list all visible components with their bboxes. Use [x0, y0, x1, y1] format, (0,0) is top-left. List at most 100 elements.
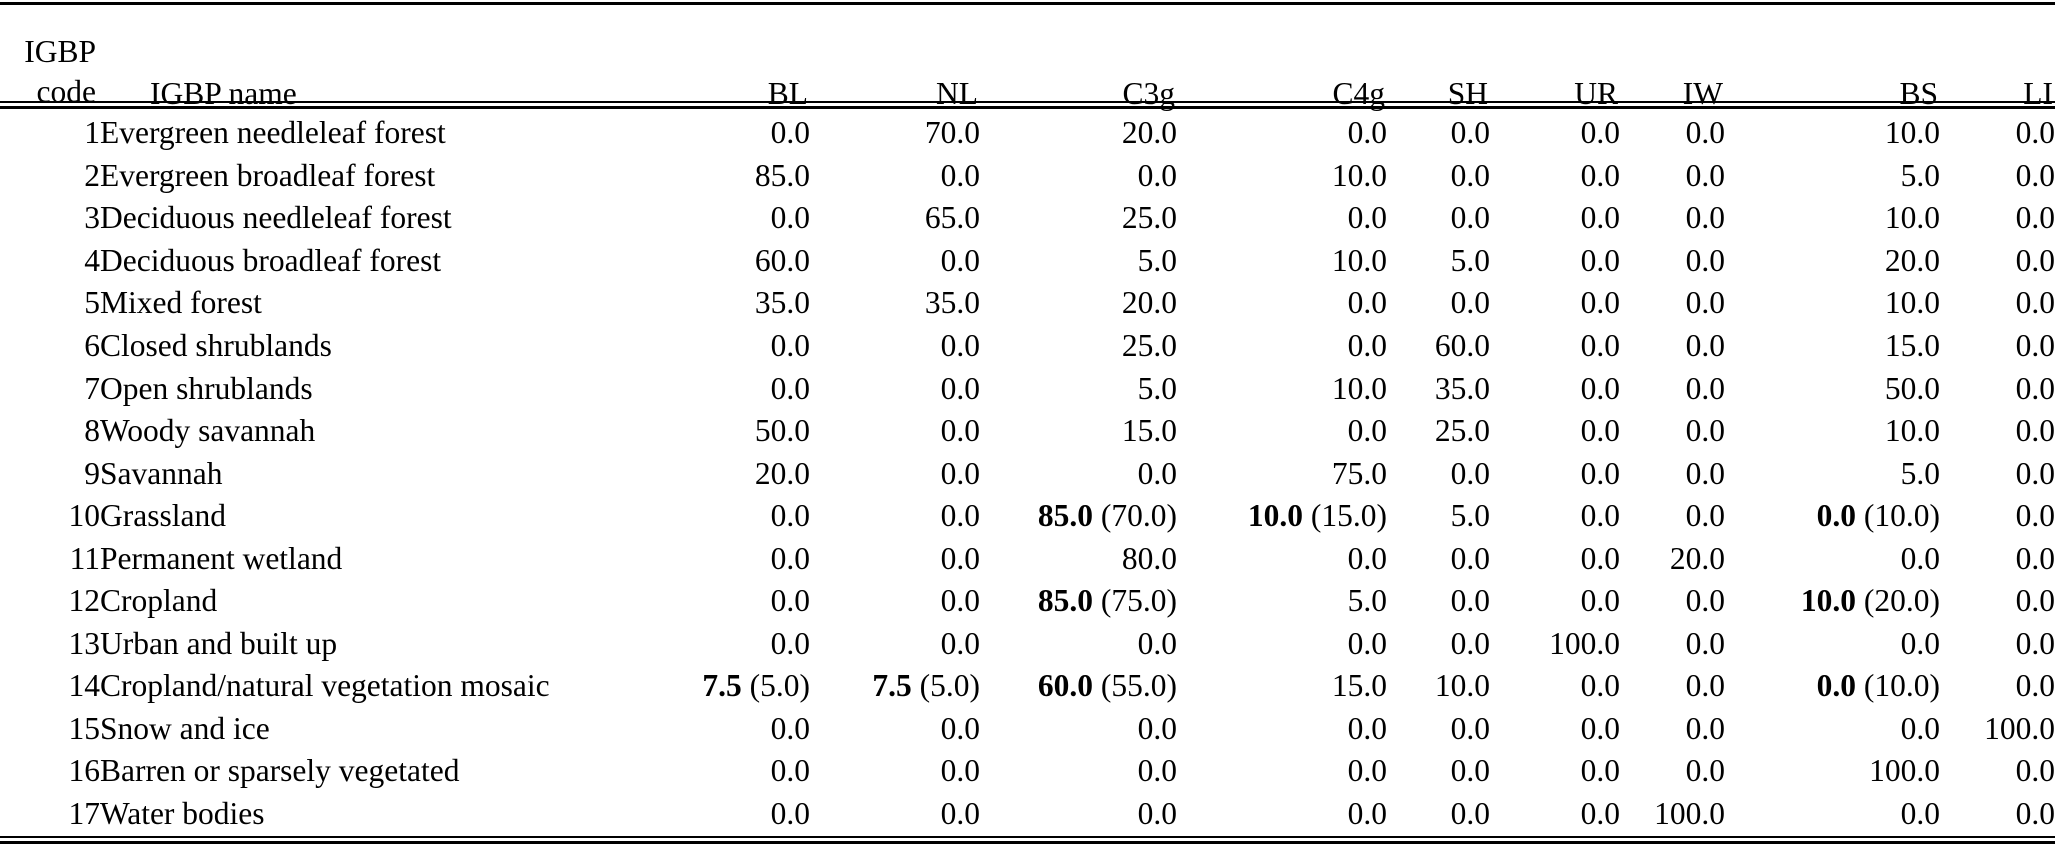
cell-nl-value: 0.0 — [940, 242, 980, 278]
cell-li-value: 0.0 — [2015, 328, 2055, 363]
cell-iw-value: 0.0 — [1685, 115, 1725, 151]
cell-main-value: 7.5 — [872, 668, 912, 704]
column-header-igbp-code: IGBP code — [0, 0, 100, 112]
cell-sh-value: 0.0 — [1450, 157, 1490, 193]
cell-c3g-value: 0.0 — [1137, 157, 1177, 193]
cell-igbp-name: Closed shrublands — [100, 328, 332, 363]
cell-li-value: 0.0 — [2015, 157, 2055, 193]
cell-c3g-value: 0.0 — [1137, 796, 1177, 832]
column-header-igbp-name: IGBP name — [150, 76, 297, 111]
cell-ur-value: 0.0 — [1580, 796, 1620, 832]
cell-bl-value: 20.0 — [754, 455, 810, 491]
cell-li-value: 0.0 — [2015, 498, 2055, 534]
cell-igbp-name: Open shrublands — [100, 370, 313, 406]
cell-sh-value: 0.0 — [1450, 583, 1490, 619]
column-header-c3g: C3g — [1122, 76, 1175, 111]
cell-igbp-name: Cropland/natural vegetation mosaic — [100, 668, 550, 704]
cell-c4g-value: 0.0 — [1347, 710, 1387, 746]
table-row: 1 Evergreen needleleaf forest 0.0 70.0 20.0 0… — [0, 112, 2055, 155]
cell-igbp-code: 9 — [84, 455, 100, 491]
cell-nl-value: 0.0 — [940, 710, 980, 746]
cell-li-value: 0.0 — [2015, 413, 2055, 449]
cell-iw-value: 0.0 — [1685, 753, 1725, 789]
cell-main-value: 85.0 — [1037, 498, 1094, 534]
cell-nl-value: 0.0 — [940, 455, 980, 491]
cell-bl-value: 0.0 — [770, 370, 810, 406]
table-row: 10 Grassland 0.0 0.0 85.0 (70.0) 10.0 (15.0) 5… — [0, 495, 2055, 538]
cell-bs-value: 10.0 — [1884, 413, 1940, 449]
cell-iw-value: 0.0 — [1685, 370, 1725, 406]
cell-c3g-value: 15.0 — [1121, 413, 1177, 449]
cell-bs-value: 100.0 — [1869, 753, 1940, 789]
cell-main-value: 10.0 — [1247, 498, 1304, 534]
cell-nl-value: 0.0 — [940, 413, 980, 449]
cell-ur-value: 0.0 — [1580, 115, 1620, 151]
cell-li-value: 0.0 — [2015, 115, 2055, 151]
cell-igbp-name: Woody savannah — [100, 413, 316, 449]
cell-igbp-code: 11 — [69, 540, 100, 576]
cell-nl-value: 65.0 — [924, 200, 980, 236]
cell-ur-value: 0.0 — [1580, 200, 1620, 236]
cell-bs-value: 10.0 (20.0) — [1725, 580, 1940, 623]
cell-c3g-value: 5.0 — [1137, 370, 1177, 406]
cell-iw-value: 0.0 — [1685, 668, 1725, 704]
cell-c3g-value: 0.0 — [1137, 710, 1177, 746]
table-row: 3 Deciduous needleleaf forest 0.0 65.0 25.0 0… — [0, 197, 2055, 240]
cell-igbp-code: 5 — [84, 285, 100, 321]
cell-iw-value: 0.0 — [1685, 625, 1725, 661]
cell-li-value: 100.0 — [1984, 710, 2055, 746]
cell-c4g-value: 0.0 — [1347, 796, 1387, 832]
cell-c4g-value: 75.0 — [1331, 455, 1387, 491]
cell-bl-value: 0.0 — [770, 710, 810, 746]
table-body: 1 Evergreen needleleaf forest 0.0 70.0 20.0 0… — [0, 112, 2055, 835]
cell-paren-value: (20.0) — [1856, 583, 1940, 619]
cell-bs-value: 10.0 — [1884, 200, 1940, 236]
cell-c4g-value: 0.0 — [1347, 413, 1387, 449]
cell-c3g-value: 20.0 — [1121, 115, 1177, 151]
column-header-bs: BS — [1899, 76, 1938, 111]
cell-ur-value: 0.0 — [1580, 583, 1620, 619]
cell-igbp-code: 14 — [68, 668, 101, 704]
cell-c3g-value: 0.0 — [1137, 753, 1177, 789]
cell-sh-value: 0.0 — [1450, 285, 1490, 321]
cell-paren-value: (75.0) — [1093, 583, 1177, 619]
cell-bs-value: 0.0 — [1900, 710, 1940, 746]
cell-igbp-code: 17 — [68, 796, 101, 832]
cell-nl-value: 0.0 — [940, 328, 980, 363]
cell-bl-value: 85.0 — [754, 157, 810, 193]
cell-nl-value: 0.0 — [940, 583, 980, 619]
cell-sh-value: 25.0 — [1434, 413, 1490, 449]
table-row: 12 Cropland 0.0 0.0 85.0 (75.0) 5.0 0.0 0.0 0.0 1… — [0, 580, 2055, 623]
cell-li-value: 0.0 — [2015, 242, 2055, 278]
header-row: IGBP code IGBP name BL NL C3g C4g SH UR … — [0, 0, 2055, 112]
header-igbp-code-line2: code — [36, 74, 96, 109]
cell-ur-value: 0.0 — [1580, 285, 1620, 321]
cell-li-value: 0.0 — [2015, 583, 2055, 619]
cell-bl-value: 0.0 — [770, 115, 810, 151]
cell-iw-value: 0.0 — [1685, 455, 1725, 491]
cell-paren-value: (5.0) — [911, 668, 980, 704]
cell-nl-value: 0.0 — [940, 370, 980, 406]
cell-li-value: 0.0 — [2015, 796, 2055, 832]
cell-bl-value: 0.0 — [770, 625, 810, 661]
cell-nl-value: 0.0 — [940, 540, 980, 576]
cell-igbp-name: Deciduous needleleaf forest — [100, 200, 452, 236]
cell-bs-value: 5.0 — [1900, 157, 1940, 193]
cell-igbp-code: 10 — [68, 498, 101, 534]
cell-c4g-value: 15.0 — [1331, 668, 1387, 704]
cell-igbp-code: 13 — [68, 625, 101, 661]
cell-igbp-code: 3 — [84, 200, 100, 236]
cell-li-value: 0.0 — [2015, 455, 2055, 491]
cell-bs-value: 0.0 — [1900, 625, 1940, 661]
cell-iw-value: 0.0 — [1685, 583, 1725, 619]
cell-iw-value: 0.0 — [1685, 413, 1725, 449]
cell-bl-value: 50.0 — [754, 413, 810, 449]
bottom-rule-thick — [0, 841, 2055, 844]
cell-igbp-name: Snow and ice — [100, 710, 270, 746]
cell-igbp-code: 16 — [68, 753, 101, 789]
cell-bl-value: 7.5 (5.0) — [680, 665, 810, 708]
header-rule-thick — [0, 106, 2055, 109]
cell-li-value: 0.0 — [2015, 668, 2055, 704]
cell-bs-value: 0.0 — [1900, 540, 1940, 576]
cell-bl-value: 0.0 — [770, 583, 810, 619]
